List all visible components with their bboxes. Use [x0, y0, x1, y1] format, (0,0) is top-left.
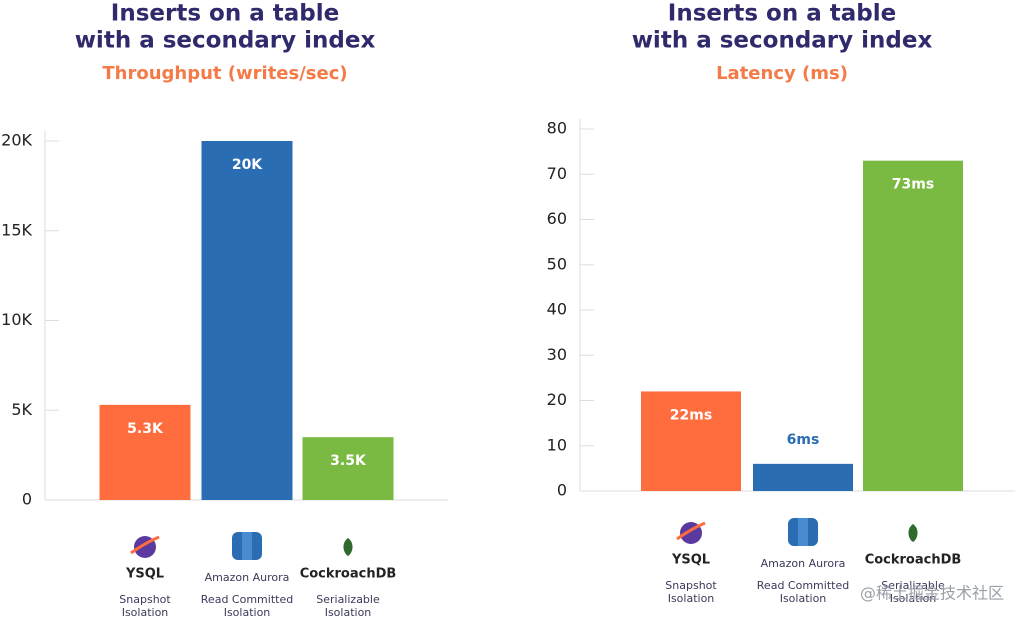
y-tick-label: 80 [547, 119, 567, 138]
cockroach-logo [343, 538, 353, 556]
category-label: YSQL [125, 567, 164, 582]
y-tick-label: 5K [11, 400, 32, 419]
category-label: CockroachDB [865, 553, 962, 568]
chart-title: Inserts on a table [111, 1, 339, 27]
isolation-label: Isolation [780, 592, 827, 605]
y-tick-label: 10K [1, 310, 32, 329]
value-label: 5.3K [127, 421, 164, 437]
isolation-label: Isolation [668, 592, 715, 605]
value-label: 6ms [787, 432, 820, 448]
y-tick-label: 15K [1, 220, 32, 239]
y-tick-label: 50 [547, 254, 567, 273]
y-tick-label: 20 [547, 390, 567, 409]
bar [753, 463, 853, 491]
isolation-label: Snapshot [665, 579, 717, 592]
isolation-label: Serializable [316, 593, 380, 606]
isolation-label: Isolation [224, 606, 271, 619]
cockroach-logo [908, 524, 918, 542]
category-label: Amazon Aurora [205, 571, 290, 584]
y-tick-label: 70 [547, 164, 567, 183]
y-tick-label: 40 [547, 300, 567, 319]
value-label: 20K [232, 157, 263, 173]
chart-title: Inserts on a table [668, 1, 896, 27]
value-label: 3.5K [330, 453, 367, 469]
value-label: 73ms [892, 177, 934, 193]
chart-subtitle: Latency (ms) [716, 63, 848, 84]
category-label: CockroachDB [300, 567, 397, 582]
aurora-logo-band [798, 518, 808, 546]
chart-title: with a secondary index [75, 28, 376, 54]
y-tick-label: 0 [557, 481, 567, 500]
y-tick-label: 60 [547, 209, 567, 228]
isolation-label: Isolation [122, 606, 169, 619]
isolation-label: Read Committed [757, 579, 849, 592]
isolation-label: Read Committed [201, 593, 293, 606]
watermark: @稀土掘金技术社区 [860, 584, 1004, 603]
isolation-label: Serializable [881, 579, 945, 592]
isolation-label: Isolation [325, 606, 372, 619]
isolation-label: Isolation [890, 592, 937, 605]
y-tick-label: 0 [22, 490, 32, 509]
chart-subtitle: Throughput (writes/sec) [102, 63, 347, 84]
isolation-label: Snapshot [119, 593, 171, 606]
bar [863, 160, 963, 492]
category-label: Amazon Aurora [761, 557, 846, 570]
bar [99, 404, 191, 500]
bar [641, 391, 741, 491]
ysql-logo-swoosh [130, 535, 160, 555]
ysql-logo-swoosh [676, 521, 706, 541]
bar [302, 437, 394, 500]
y-tick-label: 30 [547, 345, 567, 364]
y-tick-label: 10 [547, 435, 567, 454]
bar [201, 141, 293, 500]
value-label: 22ms [670, 407, 712, 423]
category-label: YSQL [671, 553, 710, 568]
y-tick-label: 20K [1, 131, 32, 150]
aurora-logo-band [242, 532, 252, 560]
chart-title: with a secondary index [632, 28, 933, 54]
